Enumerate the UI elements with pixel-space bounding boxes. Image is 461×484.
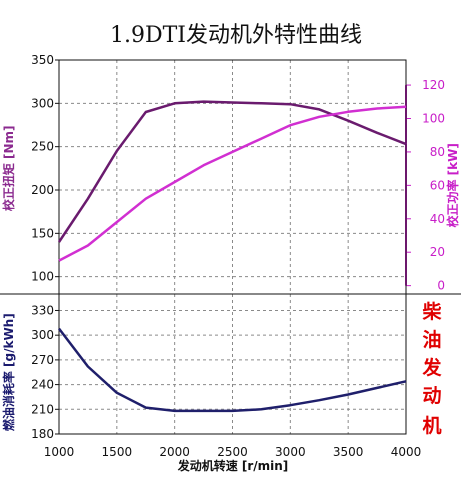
x-axis-label: 发动机转速 [r/min] — [177, 458, 289, 473]
right-tick-label: 80 — [430, 145, 445, 159]
left-tick-label: 350 — [31, 53, 54, 67]
side-char: 发 — [421, 356, 442, 379]
axes-layer — [0, 59, 461, 435]
right-tick-label: 120 — [422, 78, 445, 92]
x-tick-label: 3500 — [333, 445, 364, 459]
left-tick-label: 180 — [31, 427, 54, 441]
series-line-power — [58, 105, 407, 262]
grid-layer — [59, 60, 406, 434]
plot-frame — [58, 59, 407, 435]
left-tick-label: 300 — [31, 328, 54, 342]
right-tick-label: 40 — [430, 212, 445, 226]
left-tick-label: 100 — [31, 270, 54, 284]
left-tick-label: 200 — [31, 183, 54, 197]
right-tick-label: 0 — [437, 279, 445, 293]
side-char: 油 — [422, 329, 441, 351]
right-axis-label: 校正功率 [kW] — [445, 143, 460, 227]
left-axis-label: 燃油消耗率 [g/kWh] — [1, 313, 16, 431]
series-line-bsfc — [58, 327, 407, 413]
side-char: 柴 — [421, 300, 442, 323]
x-tick-label: 2000 — [159, 445, 190, 459]
left-axis-label: 校正扭矩 [Nm] — [1, 125, 16, 211]
right-tick-label: 60 — [430, 178, 445, 192]
side-char: 机 — [422, 415, 441, 437]
left-tick-label: 250 — [31, 140, 54, 154]
side-char: 动 — [422, 385, 441, 407]
left-tick-label: 150 — [31, 226, 54, 240]
left-tick-label: 300 — [31, 96, 54, 110]
x-tick-label: 1000 — [44, 445, 75, 459]
left-tick-label: 270 — [31, 353, 54, 367]
left-tick-label: 210 — [31, 402, 54, 416]
x-tick-label: 2500 — [217, 445, 248, 459]
left-tick-label: 330 — [31, 303, 54, 317]
series-line-torque — [57, 100, 407, 243]
right-tick-label: 100 — [422, 112, 445, 126]
left-tick-label: 240 — [31, 378, 54, 392]
x-tick-label: 1500 — [102, 445, 133, 459]
x-tick-label: 3000 — [275, 445, 306, 459]
x-tick-label: 4000 — [391, 445, 422, 459]
chart-title: 1.9DTI发动机外特性曲线 — [110, 23, 362, 48]
right-tick-label: 20 — [430, 245, 445, 259]
series-layer — [57, 100, 407, 413]
